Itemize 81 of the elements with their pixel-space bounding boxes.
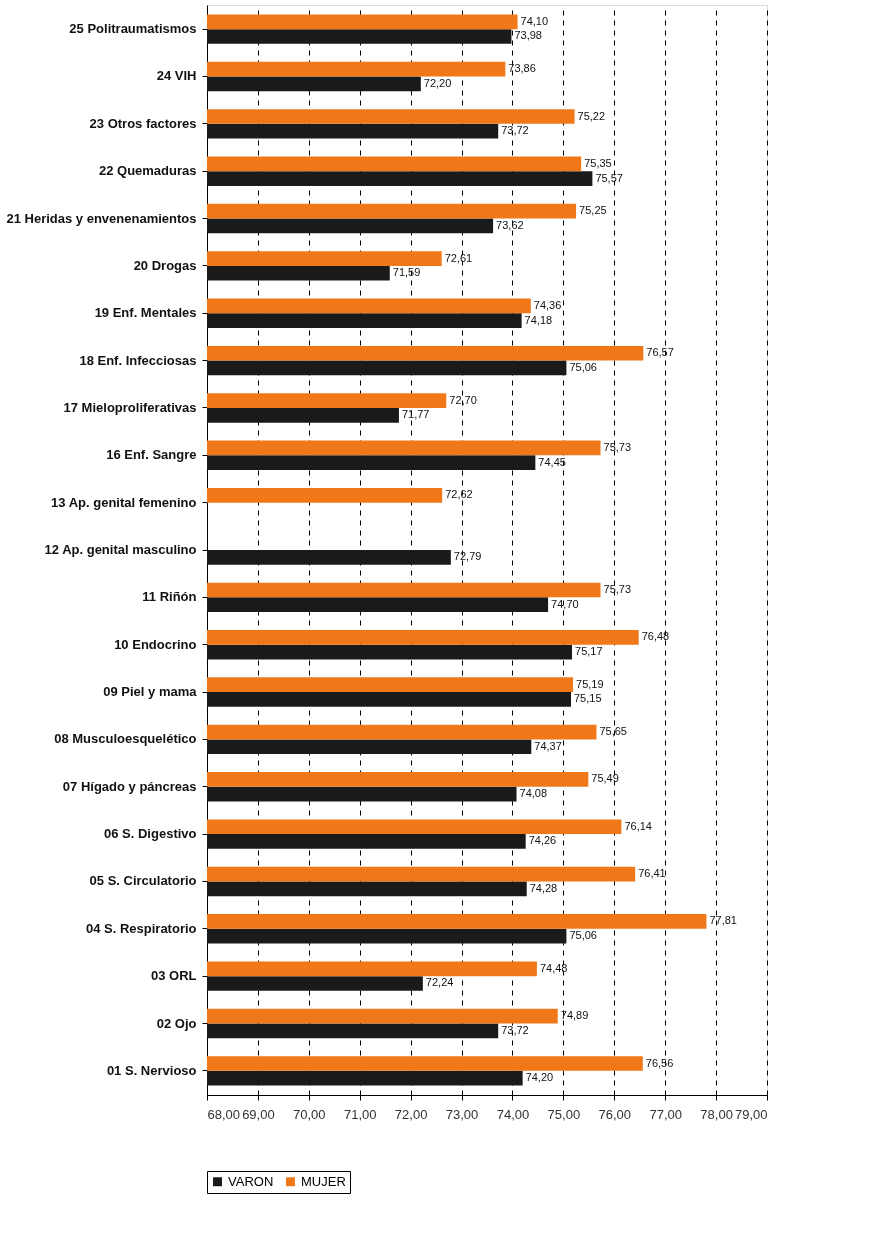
data-label: 75,25 (579, 204, 607, 217)
y-tick-label: 05 S. Circulatorio (89, 873, 197, 889)
data-label: 73,72 (501, 124, 529, 137)
y-tick-label: 12 Ap. genital masculino (44, 542, 197, 557)
y-tick-label: 09 Piel y mama (103, 684, 198, 700)
data-label: 73,98 (514, 29, 542, 42)
x-tick-label: 76,00 (598, 1106, 632, 1122)
y-tick-label: 17 Mieloproliferativas (63, 399, 197, 415)
data-label: 76,56 (645, 1056, 674, 1069)
y-tick-label: 06 S. Digestivo (104, 826, 197, 842)
data-label: 75,19 (576, 677, 604, 690)
data-label: 75,35 (584, 156, 612, 169)
data-label: 75,22 (577, 109, 606, 122)
data-label: 74,36 (533, 298, 562, 311)
y-tick-label: 24 VIH (156, 68, 197, 84)
data-label: 75,06 (569, 360, 597, 373)
data-label: 72,62 (445, 488, 473, 501)
data-label: 72,24 (425, 976, 454, 989)
legend-label: MUJER (301, 1173, 346, 1189)
data-label: 74,48 (539, 961, 568, 974)
y-tick-label: 25 Politraumatismos (69, 21, 197, 37)
data-label: 71,77 (401, 408, 430, 421)
data-label: 76,57 (646, 346, 674, 359)
x-tick-label: 79,00 (734, 1106, 768, 1122)
y-tick-label: 18 Enf. Infecciosas (79, 352, 197, 368)
data-label: 71,59 (392, 266, 421, 279)
x-tick-label: 75,00 (547, 1106, 581, 1122)
legend-label: VARON (228, 1173, 274, 1189)
data-label: 72,70 (449, 393, 477, 406)
x-tick-label: 77,00 (649, 1106, 682, 1122)
data-label: 75,73 (603, 583, 632, 596)
y-tick-label: 23 Otros factores (89, 115, 197, 131)
data-label: 72,20 (423, 76, 452, 89)
data-label: 75,57 (595, 171, 623, 184)
data-label: 74,08 (519, 787, 548, 800)
data-label: 74,70 (551, 597, 579, 610)
y-tick-label: 08 Musculoesquelético (54, 731, 197, 747)
data-label: 72,79 (453, 550, 482, 563)
data-label: 74,26 (528, 834, 557, 847)
y-tick-label: 22 Quemaduras (98, 163, 197, 179)
data-label: 76,14 (624, 819, 652, 832)
data-label: 77,81 (709, 914, 737, 927)
y-tick-label: 20 Drogas (133, 257, 197, 273)
x-tick-label: 78,00 (700, 1106, 733, 1122)
data-label: 74,89 (560, 1009, 589, 1022)
data-label: 74,45 (538, 455, 566, 468)
data-label: 74,37 (534, 739, 562, 752)
y-tick-label: 16 Enf. Sangre (106, 447, 197, 463)
data-label: 75,73 (603, 440, 632, 453)
data-label: 75,06 (569, 929, 597, 942)
x-tick-label: 69,00 (242, 1106, 275, 1122)
data-label: 74,20 (525, 1071, 554, 1084)
data-label: 72,61 (444, 251, 473, 264)
data-label: 73,72 (501, 1023, 529, 1036)
data-label: 75,65 (599, 725, 627, 738)
y-tick-label: 10 Endocrino (114, 636, 197, 652)
y-tick-label: 02 Ojo (156, 1015, 197, 1031)
data-label: 75,15 (574, 692, 602, 705)
data-label: 74,10 (520, 14, 549, 27)
data-label: 75,17 (575, 645, 603, 658)
y-tick-label: 21 Heridas y envenenamientos (6, 210, 197, 226)
x-tick-label: 70,00 (293, 1106, 326, 1122)
y-tick-label: 01 S. Nervioso (106, 1062, 197, 1078)
data-label: 73,86 (508, 62, 536, 75)
data-label: 75,49 (591, 772, 619, 785)
data-label: 76,41 (638, 867, 666, 880)
y-tick-label: 07 Hígado y páncreas (62, 778, 197, 794)
x-tick-label: 72,00 (394, 1106, 428, 1122)
y-tick-label: 03 ORL (150, 968, 197, 984)
data-label: 74,28 (529, 881, 558, 894)
x-tick-label: 74,00 (496, 1106, 530, 1122)
x-tick-label: 68,00 (207, 1106, 241, 1122)
y-tick-label: 11 Riñón (142, 589, 197, 605)
y-tick-label: 04 S. Respiratorio (85, 920, 197, 936)
x-tick-label: 71,00 (343, 1106, 377, 1122)
y-tick-label: 19 Enf. Mentales (94, 305, 197, 321)
data-label: 74,18 (524, 313, 553, 326)
data-label: 73,62 (496, 218, 524, 231)
x-tick-label: 73,00 (445, 1106, 479, 1122)
data-label: 76,48 (641, 630, 670, 643)
y-tick-label: 13 Ap. genital femenino (51, 494, 197, 510)
